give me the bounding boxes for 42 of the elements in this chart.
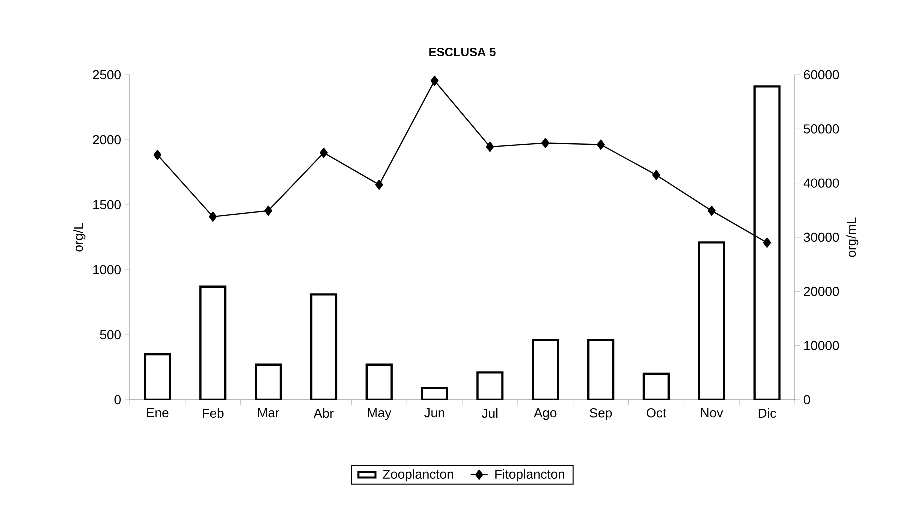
x-tick-label: Jul	[482, 408, 498, 418]
y-tick-label: 2500	[93, 70, 121, 80]
x-tick-label: May	[368, 408, 392, 420]
y2-tick-label: 40000	[804, 178, 840, 188]
x-tick-label: Sep	[590, 408, 612, 420]
x-tick-label: Oct	[646, 408, 666, 418]
y2-tick-label: 60000	[804, 70, 840, 80]
y2-tick-label: 30000	[804, 232, 840, 242]
legend-label: Fitoplancton	[496, 469, 565, 482]
y-axis-title: org/L	[74, 223, 86, 252]
point	[320, 148, 328, 158]
point	[209, 212, 218, 222]
point	[542, 138, 550, 148]
y2-tick-label: 0	[804, 395, 810, 405]
x-tick-label: Nov	[701, 408, 724, 418]
point	[763, 238, 772, 248]
x-tick-label: Feb	[203, 408, 224, 418]
x-tick-label: Ene	[147, 408, 169, 418]
point	[486, 142, 494, 152]
x-tick-label: Ago	[534, 408, 557, 420]
x-tick-label: Abr	[314, 408, 334, 418]
point	[154, 150, 162, 160]
y-tick-label: 2000	[93, 135, 121, 145]
y-tick-label: 1000	[94, 265, 121, 275]
x-tick-label: Mar	[258, 408, 280, 418]
y2-tick-label: 10000	[804, 341, 840, 350]
y-tick-label: 1500	[94, 200, 121, 210]
y2-tick-label: 20000	[804, 287, 840, 296]
y2-axis-title: org/mL	[846, 218, 859, 258]
y2-tick-label: 50000	[804, 124, 840, 134]
y-tick-label: 500	[100, 330, 121, 340]
point	[264, 206, 273, 216]
point	[652, 170, 660, 180]
point	[375, 180, 384, 190]
y-tick-label: 0	[114, 395, 121, 405]
point	[430, 76, 439, 86]
legend-label: Zooplancton	[383, 469, 454, 482]
point	[597, 140, 606, 150]
point	[708, 206, 716, 216]
chart-title: ESCLUSA 5	[430, 48, 496, 56]
x-tick-label: Jun	[424, 408, 444, 418]
x-tick-label: Dic	[758, 408, 776, 418]
